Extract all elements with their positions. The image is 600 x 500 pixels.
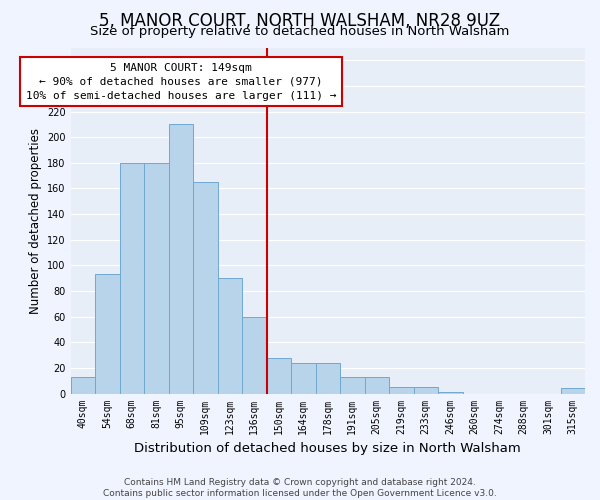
Bar [169, 124, 193, 394]
Bar [413, 387, 438, 394]
Y-axis label: Number of detached properties: Number of detached properties [29, 128, 41, 314]
Bar [193, 182, 218, 394]
Bar [291, 363, 316, 394]
Bar [316, 363, 340, 394]
Text: 5, MANOR COURT, NORTH WALSHAM, NR28 9UZ: 5, MANOR COURT, NORTH WALSHAM, NR28 9UZ [100, 12, 500, 30]
Bar [218, 278, 242, 394]
Text: 5 MANOR COURT: 149sqm
← 90% of detached houses are smaller (977)
10% of semi-det: 5 MANOR COURT: 149sqm ← 90% of detached … [26, 63, 336, 101]
Bar [242, 316, 266, 394]
Bar [340, 377, 365, 394]
Bar [266, 358, 291, 394]
Bar [560, 388, 585, 394]
Bar [71, 377, 95, 394]
Bar [389, 387, 413, 394]
Bar [438, 392, 463, 394]
Text: Size of property relative to detached houses in North Walsham: Size of property relative to detached ho… [91, 25, 509, 38]
X-axis label: Distribution of detached houses by size in North Walsham: Distribution of detached houses by size … [134, 442, 521, 455]
Bar [144, 163, 169, 394]
Text: Contains HM Land Registry data © Crown copyright and database right 2024.
Contai: Contains HM Land Registry data © Crown c… [103, 478, 497, 498]
Bar [95, 274, 119, 394]
Bar [365, 377, 389, 394]
Bar [119, 163, 144, 394]
